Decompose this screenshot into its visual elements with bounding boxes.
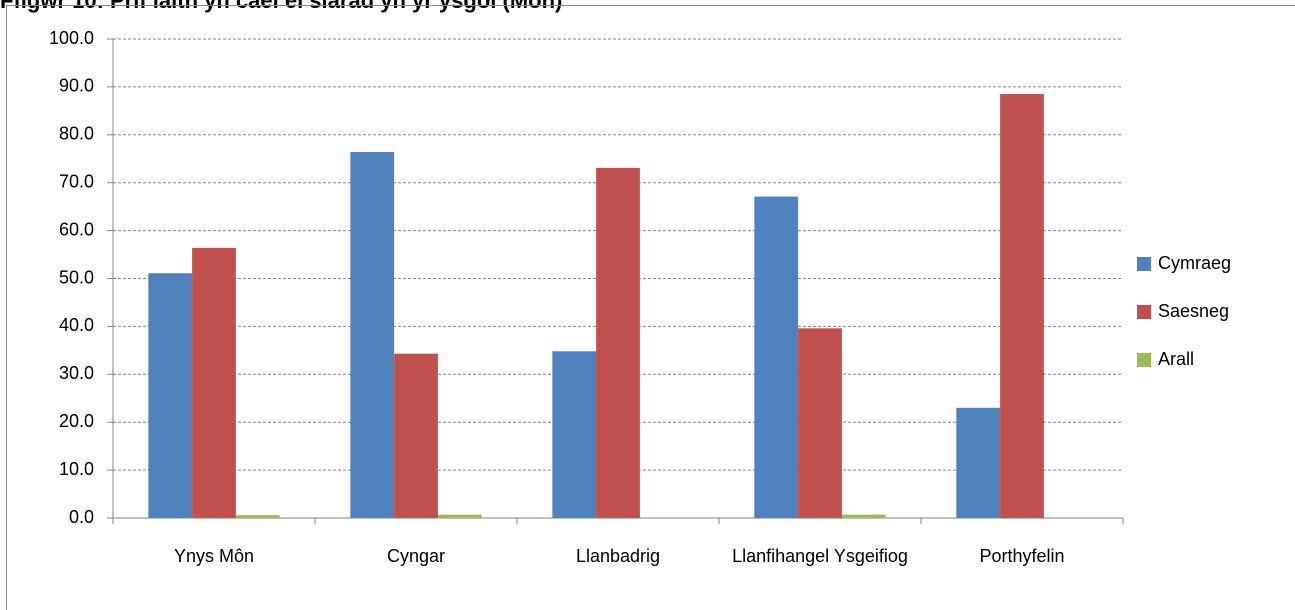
bar xyxy=(437,514,482,518)
x-tick-label: Cyngar xyxy=(386,546,446,566)
legend-label: Saesneg xyxy=(1158,301,1229,321)
bar xyxy=(235,515,280,518)
bar xyxy=(192,247,236,518)
y-tick-label: 50.0 xyxy=(59,267,94,287)
y-tick-label: 90.0 xyxy=(59,76,94,96)
legend-label: Cymraeg xyxy=(1158,253,1231,273)
bar xyxy=(754,196,799,518)
y-tick-label: 80.0 xyxy=(59,124,94,144)
y-tick-label: 70.0 xyxy=(59,171,94,191)
y-tick-label: 20.0 xyxy=(59,411,94,431)
legend-swatch xyxy=(1137,257,1151,271)
legend-swatch xyxy=(1137,353,1151,367)
x-tick-label: Ynys Môn xyxy=(173,546,255,566)
bar xyxy=(1000,94,1044,519)
y-tick-label: 30.0 xyxy=(59,363,94,383)
bar xyxy=(798,328,842,518)
bar xyxy=(596,167,640,518)
y-tick-label: 100.0 xyxy=(49,28,94,48)
bar xyxy=(350,152,395,518)
chart-border xyxy=(6,5,1295,610)
y-tick-label: 40.0 xyxy=(59,315,94,335)
x-tick-label: Llanfihangel Ysgeifiog xyxy=(732,546,908,566)
chart-title: Ffigwr 10: Prif iaith yn cael ei siarad … xyxy=(0,0,563,13)
legend-swatch xyxy=(1137,305,1151,319)
bar xyxy=(552,351,597,518)
y-tick-label: 10.0 xyxy=(59,459,94,479)
x-tick-label: Porthyfelin xyxy=(979,546,1065,566)
bar xyxy=(841,514,886,518)
x-tick-label: Llanbadrig xyxy=(575,546,661,566)
bar xyxy=(394,353,438,518)
y-tick-label: 60.0 xyxy=(59,219,94,239)
y-tick-label: 0.0 xyxy=(69,507,94,527)
legend-label: Arall xyxy=(1158,349,1194,369)
bar xyxy=(956,407,1001,518)
bar xyxy=(148,273,193,518)
